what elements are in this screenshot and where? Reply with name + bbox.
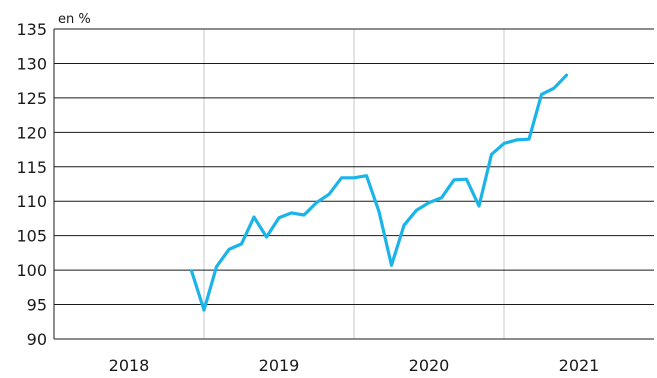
x-tick-label: 2021 — [559, 356, 600, 375]
y-tick-label: 110 — [16, 192, 47, 211]
series-line — [189, 73, 569, 312]
y-tick-label: 135 — [16, 20, 47, 39]
series — [189, 73, 569, 312]
unit-label: en % — [58, 12, 91, 27]
y-tick-label: 115 — [16, 158, 47, 177]
y-tick-label: 130 — [16, 54, 47, 73]
tick-labels: 90 95 100 105 110 115 120 125 130 135 2018 2019 2020… — [16, 20, 599, 375]
x-tick-label: 2020 — [409, 356, 450, 375]
x-tick-label: 2019 — [259, 356, 300, 375]
y-tick-label: 120 — [16, 123, 47, 142]
grid — [54, 28, 654, 340]
y-tick-label: 90 — [27, 330, 47, 349]
y-tick-label: 100 — [16, 261, 47, 280]
y-tick-label: 125 — [16, 89, 47, 108]
x-tick-label: 2018 — [109, 356, 150, 375]
y-tick-label: 105 — [16, 227, 47, 246]
y-tick-label: 95 — [27, 296, 47, 315]
